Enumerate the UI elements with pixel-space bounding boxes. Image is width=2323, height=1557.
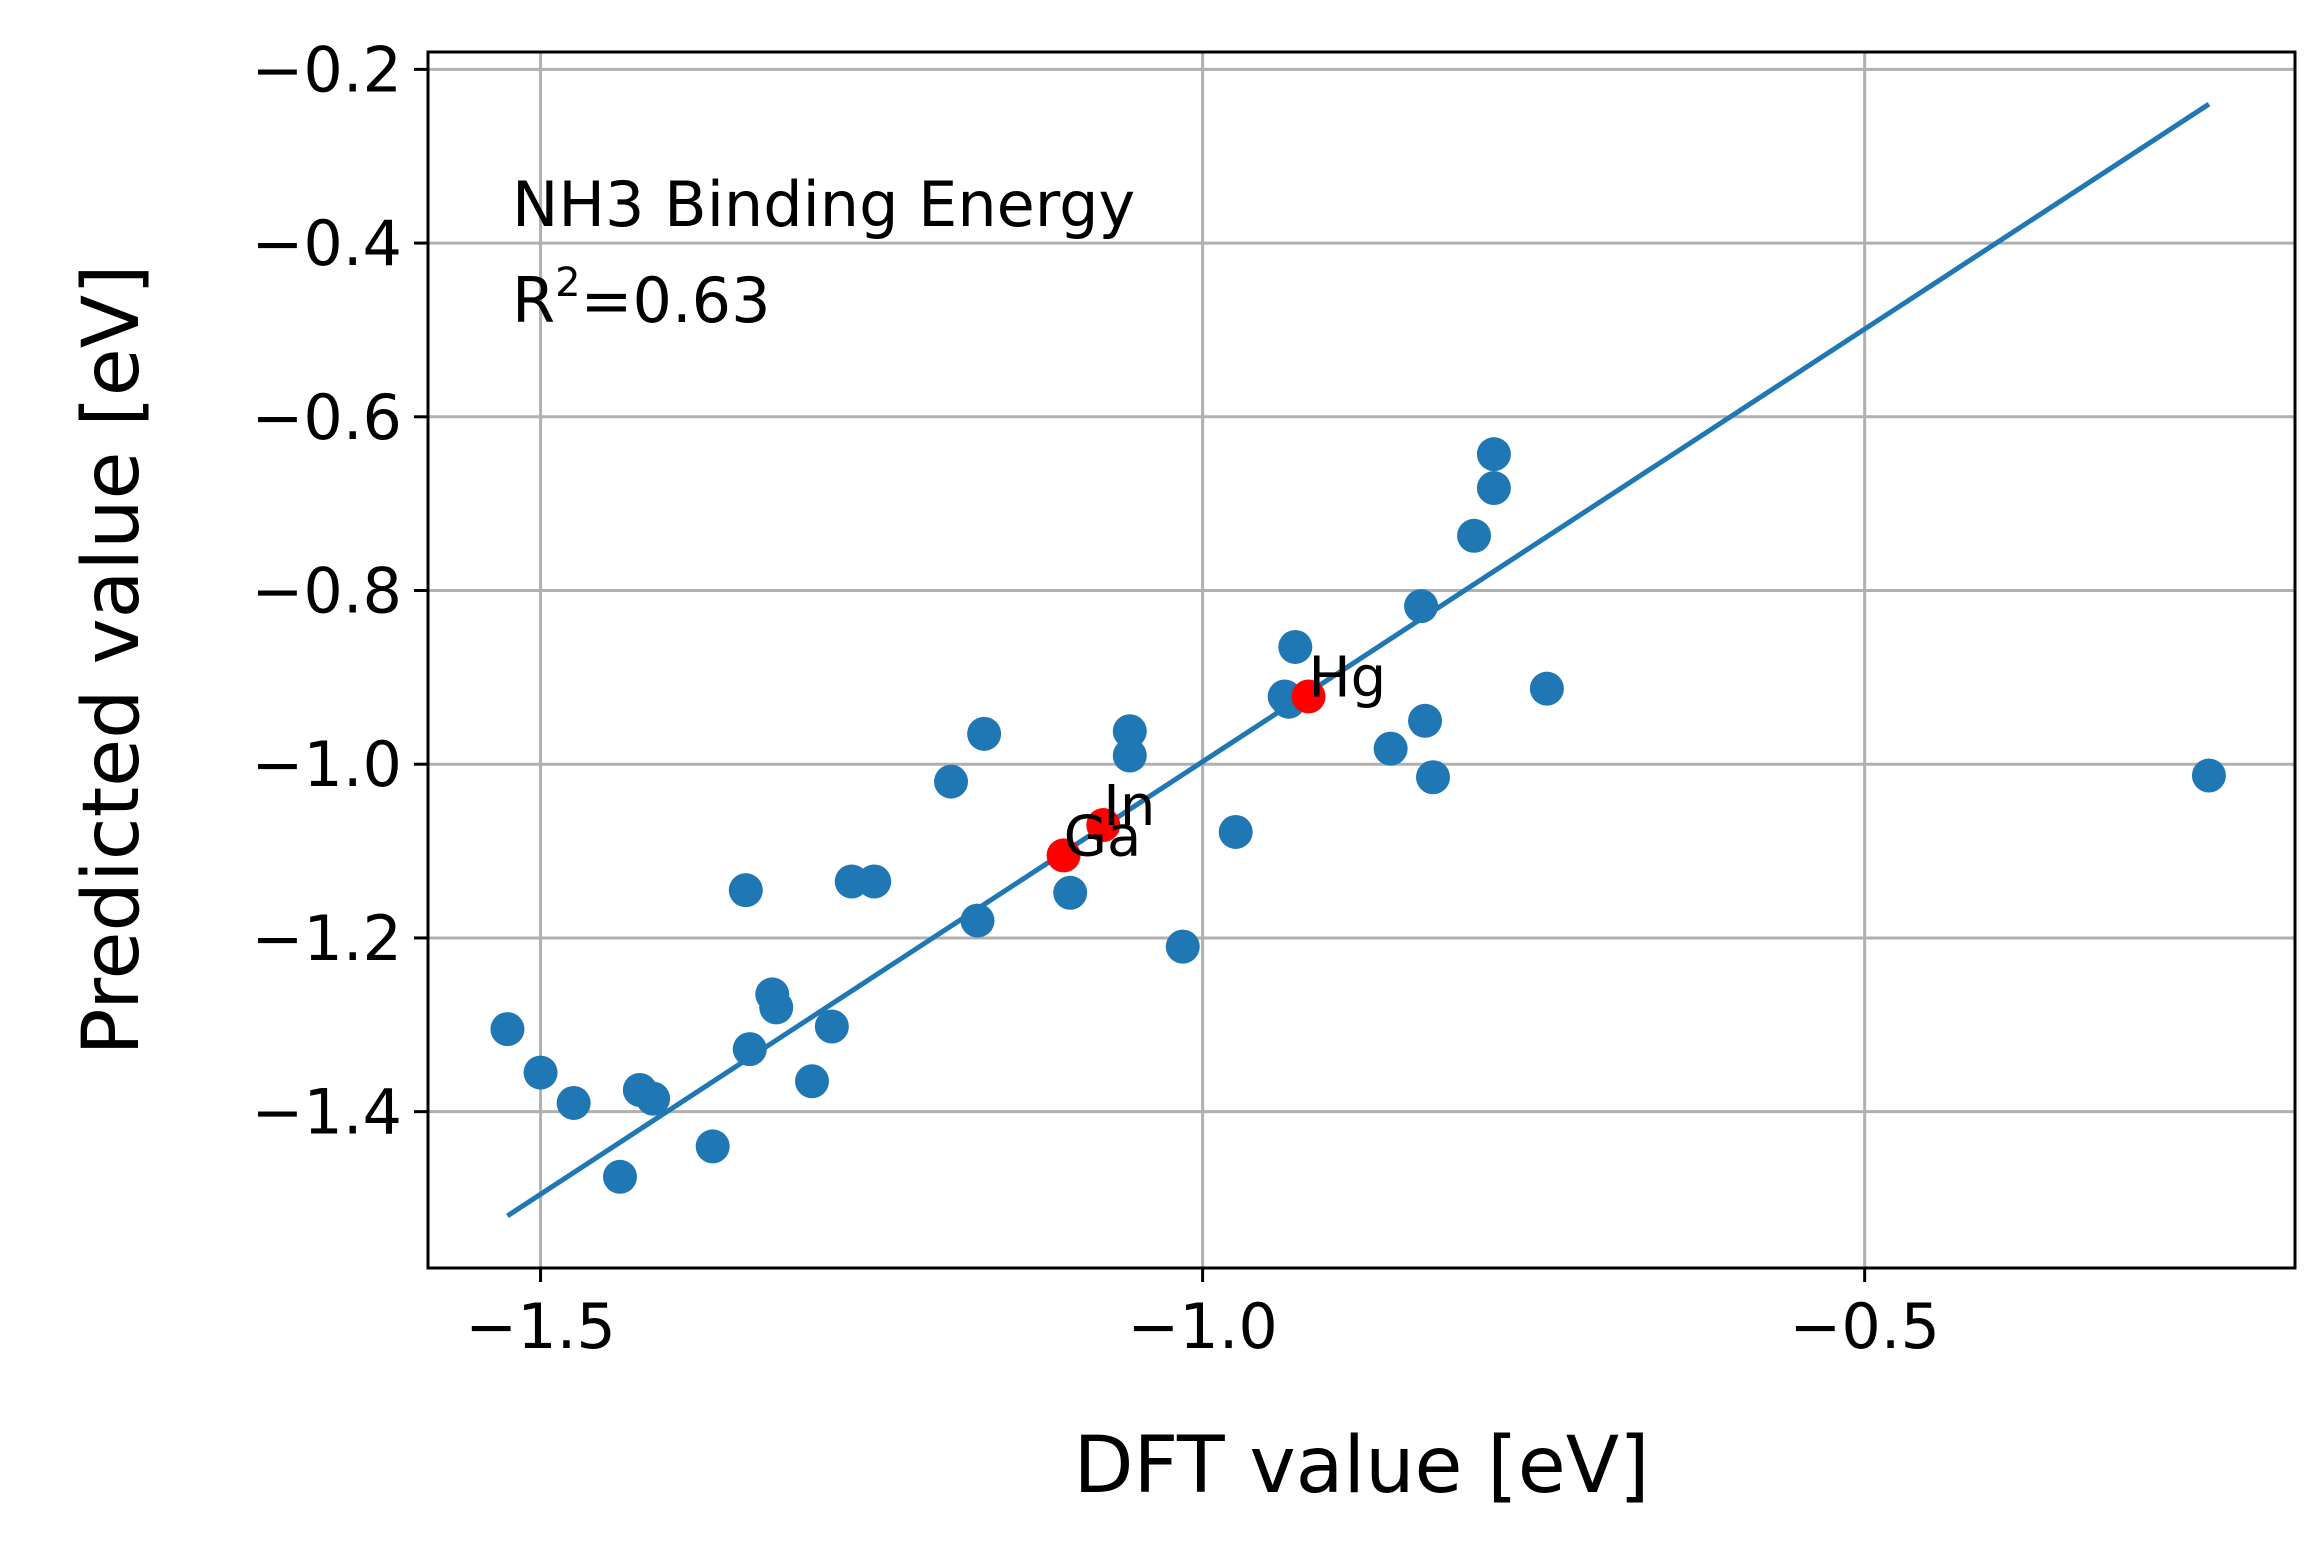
x-tick-label: −0.5 [1789, 1290, 1940, 1363]
data-point [728, 873, 763, 908]
y-tick-label: −0.6 [251, 381, 402, 454]
data-point [1053, 875, 1088, 910]
axis-ticks: −1.5 −1.0 −0.5 −1.4 −1.2 −1.0 −0.8 −0.6 −0.4 −0.2 [251, 33, 1940, 1363]
data-point [556, 1085, 591, 1120]
data-point [1165, 929, 1200, 964]
data-point [490, 1012, 525, 1047]
plot-frame [426, 50, 2297, 1270]
annotation-r-label: R [512, 264, 555, 337]
data-point [1112, 714, 1147, 749]
data-points [490, 437, 2226, 1194]
data-point [1476, 437, 1511, 472]
data-point [732, 1032, 767, 1067]
data-point [1404, 589, 1439, 624]
y-tick-label: −0.8 [251, 555, 402, 628]
data-point [695, 1129, 730, 1164]
data-point [1278, 629, 1313, 664]
data-point [814, 1009, 849, 1044]
y-tick-label: −1.4 [251, 1076, 402, 1149]
data-point [960, 903, 995, 938]
data-point [1476, 471, 1511, 506]
data-point [1218, 814, 1253, 849]
highlighted-data-point [1291, 679, 1326, 714]
data-point [523, 1055, 558, 1090]
x-axis-title: DFT value [eV] [1073, 1421, 1649, 1511]
point-label-hg: Hg [1309, 645, 1387, 710]
data-point [1408, 703, 1443, 738]
data-point [934, 764, 969, 799]
chart-annotation: NH3 Binding Energy R2=0.63 [512, 168, 1155, 337]
y-tick-label: −1.2 [251, 902, 402, 975]
y-axis-title: Predicted value [eV] [67, 264, 157, 1055]
annotation-line-1: NH3 Binding Energy [512, 168, 1135, 241]
point-label-in: In [1103, 774, 1155, 839]
annotation-r-superscript: 2 [555, 260, 580, 306]
y-tick-label: −1.0 [251, 728, 402, 801]
data-point [1529, 671, 1564, 706]
data-point [602, 1159, 637, 1194]
grid-lines [428, 52, 2295, 1268]
y-tick-label: −0.2 [251, 33, 402, 106]
data-point [759, 990, 794, 1025]
highlighted-data-point [1046, 838, 1081, 873]
data-point [967, 716, 1002, 751]
point-label-ga: Ga [1064, 804, 1142, 869]
x-tick-label: −1.0 [1127, 1290, 1278, 1363]
data-point [636, 1081, 671, 1116]
highlighted-data-point [1086, 808, 1121, 843]
y-tick-label: −0.4 [251, 207, 402, 280]
fit-line-layer [506, 102, 2211, 1218]
data-point [1416, 760, 1451, 795]
x-tick-label: −1.5 [465, 1290, 616, 1363]
data-point [857, 864, 892, 899]
data-point [1112, 738, 1147, 773]
annotation-r-value: =0.63 [581, 264, 771, 337]
data-point [794, 1064, 829, 1099]
fit-line [506, 102, 2211, 1218]
data-point [1373, 731, 1408, 766]
data-point [1457, 518, 1492, 553]
data-point [2191, 758, 2226, 793]
